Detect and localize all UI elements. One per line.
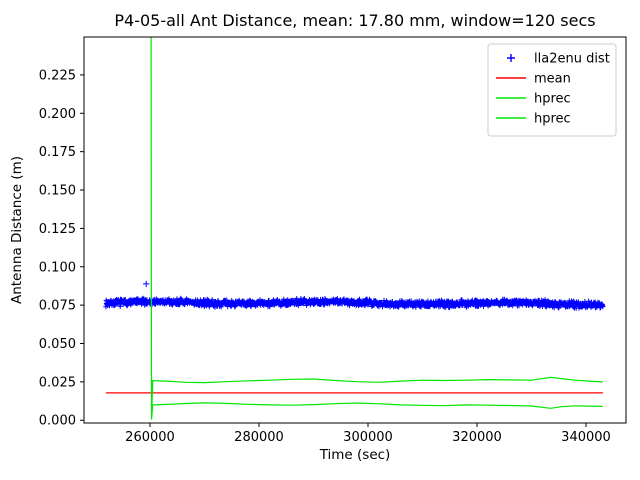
x-tick-label: 280000 [234, 430, 284, 445]
y-tick-label: 0.200 [39, 107, 76, 122]
legend-box [487, 43, 617, 137]
chart-title: P4-05-all Ant Distance, mean: 17.80 mm, … [114, 11, 595, 30]
legend-marker-plus [507, 54, 515, 62]
legend: lla2enu dist mean hprec hprec [487, 43, 617, 137]
series-hprec-3 [150, 402, 603, 420]
x-axis-label: Time (sec) [319, 447, 391, 463]
series-lla2enu-dist [103, 280, 606, 311]
y-tick-label: 0.150 [39, 184, 76, 199]
y-tick-label: 0.100 [39, 260, 76, 275]
plot-series-layer [103, 37, 606, 420]
y-tick-label: 0.000 [39, 414, 76, 429]
x-tick-label: 340000 [561, 430, 611, 445]
y-tick-label: 0.075 [39, 299, 76, 314]
legend-label: lla2enu dist [534, 52, 610, 67]
y-tick-label: 0.050 [39, 337, 76, 352]
y-tick-label: 0.025 [39, 375, 76, 390]
plot-border [83, 36, 627, 424]
y-tick-label: 0.225 [39, 68, 76, 83]
axes-layer: 260000 280000 300000 320000 340000 0.000 0.025… [39, 36, 627, 445]
y-tick-label: 0.175 [39, 145, 76, 160]
x-tick-label: 300000 [343, 430, 393, 445]
legend-label: hprec [534, 112, 571, 127]
x-tick-label: 260000 [125, 430, 175, 445]
series-hprec-2 [150, 37, 603, 420]
legend-label: hprec [534, 92, 571, 107]
y-tick-label: 0.125 [39, 222, 76, 237]
x-tick-label: 320000 [452, 430, 502, 445]
legend-label: mean [534, 72, 571, 87]
y-axis-label: Antenna Distance (m) [9, 156, 25, 304]
